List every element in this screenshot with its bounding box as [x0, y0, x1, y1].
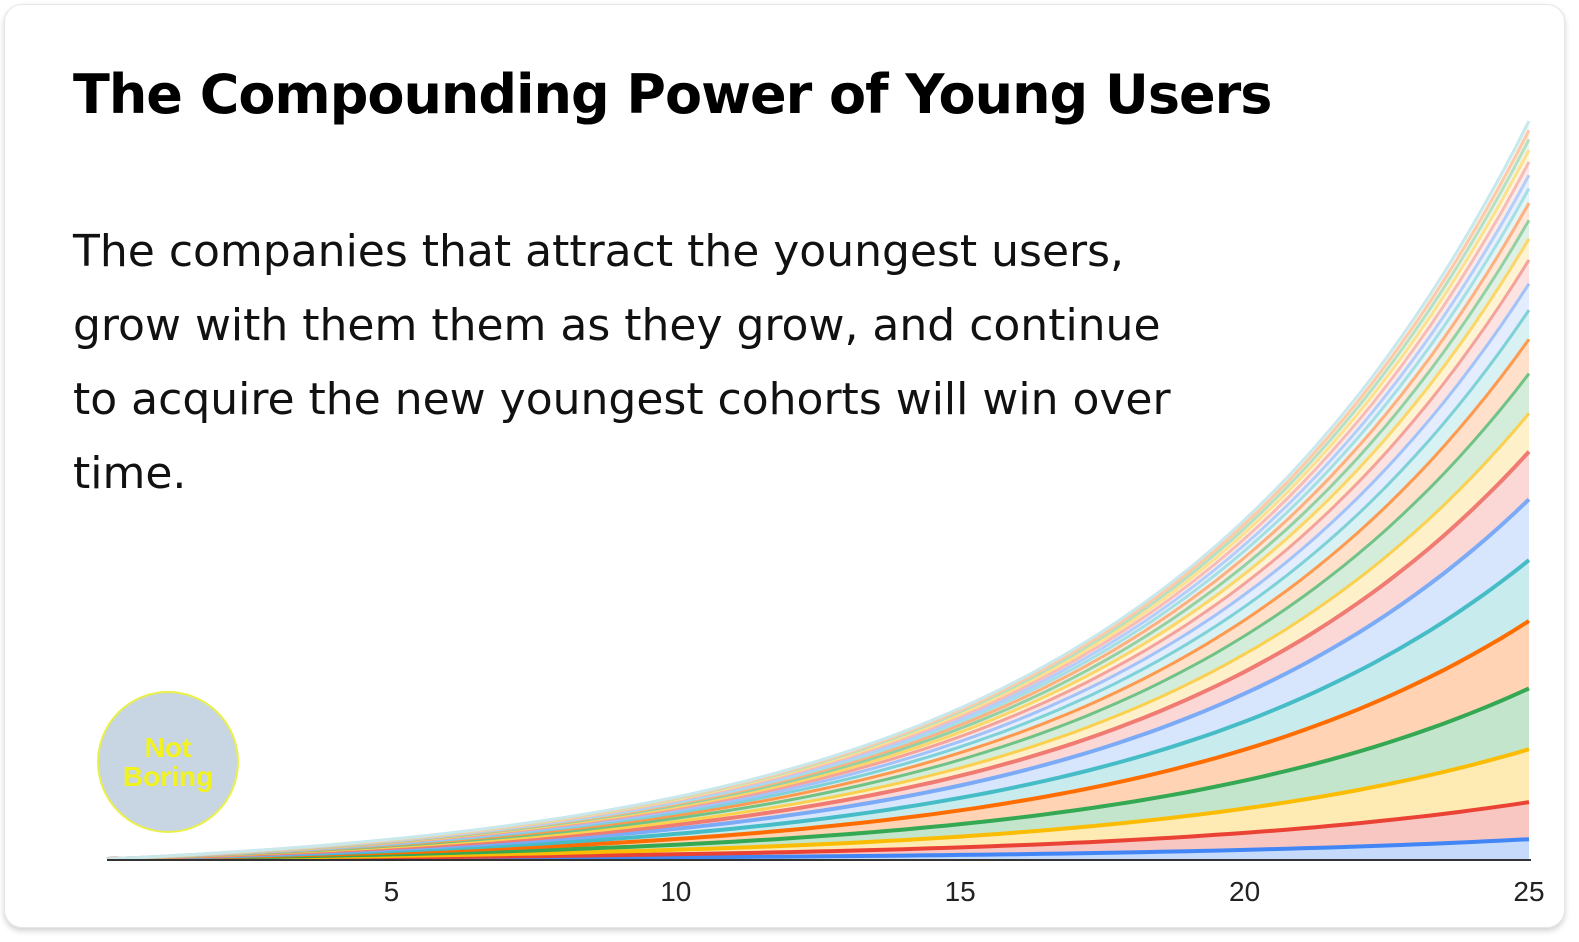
series-area-2 [107, 802, 1529, 859]
logo-text: Not Boring [122, 732, 214, 792]
x-tick-label-25: 25 [1513, 876, 1544, 907]
x-tick-label-20: 20 [1229, 876, 1260, 907]
line-layer [106, 120, 1531, 861]
stacked-area-chart: 5 10 15 20 25 [106, 120, 1545, 907]
series-area-1 [107, 839, 1529, 859]
page-title: The Compounding Power of Young Users [73, 63, 1272, 126]
x-axis-ticks: 5 10 15 20 25 [384, 876, 1545, 907]
not-boring-logo: Not Boring [97, 691, 239, 833]
x-tick-label-15: 15 [945, 876, 976, 907]
x-tick-label-5: 5 [384, 876, 400, 907]
series-line-24 [106, 120, 1531, 861]
series-area-3 [107, 749, 1529, 859]
chart-card: The Compounding Power of Young Users The… [4, 4, 1565, 928]
x-tick-label-10: 10 [660, 876, 691, 907]
chart-description: The companies that attract the youngest … [73, 226, 1171, 499]
